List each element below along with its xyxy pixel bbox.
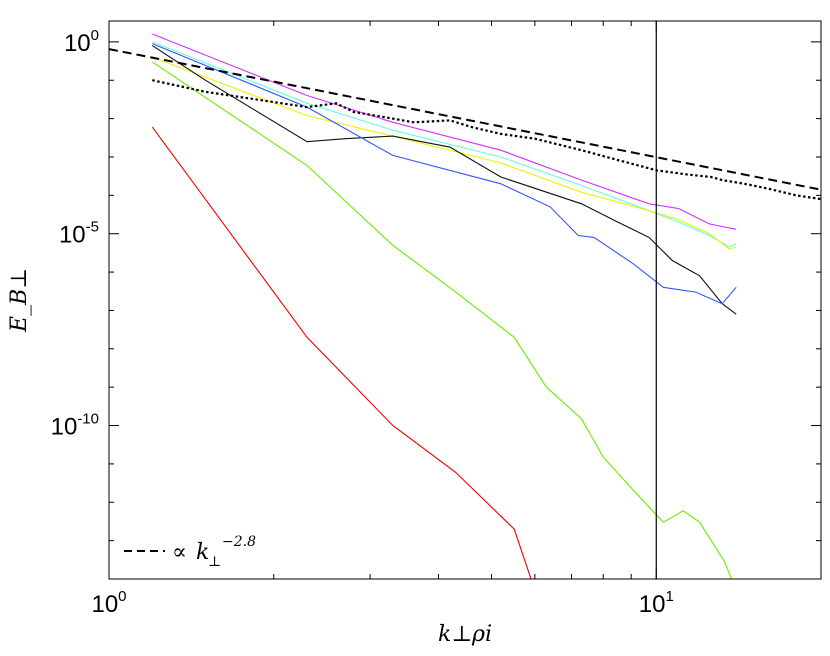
series-line-black bbox=[151, 45, 737, 315]
legend-k-sup: −2.8 bbox=[222, 534, 256, 550]
x-tick-label: 100 bbox=[91, 588, 126, 618]
series-line-yellow bbox=[152, 56, 737, 250]
tick-layer: 100 101 100 10-5 10-10 bbox=[51, 21, 821, 618]
plot-area bbox=[109, 21, 821, 579]
series-line-blue bbox=[152, 43, 737, 305]
series-layer bbox=[109, 33, 821, 579]
legend-k: k bbox=[196, 540, 209, 565]
x-axis-label: k⊥ρi bbox=[438, 622, 492, 647]
series-line-reference-k-2-8 bbox=[109, 48, 821, 191]
y-tick-label: 100 bbox=[64, 27, 99, 57]
y-tick-label: 10-10 bbox=[51, 411, 99, 441]
legend: ∝ k ⊥ −2.8 bbox=[124, 534, 256, 570]
series-line-dotted bbox=[152, 79, 821, 201]
y-tick-label: 10-5 bbox=[59, 219, 99, 249]
legend-symbol: ∝ bbox=[172, 540, 187, 565]
plot-frame bbox=[108, 20, 822, 580]
y-axis-label: E_B⊥ bbox=[7, 268, 32, 333]
series-line-green bbox=[151, 61, 733, 579]
series-line-red bbox=[151, 126, 532, 579]
legend-k-sub: ⊥ bbox=[208, 554, 221, 570]
x-tick-label: 101 bbox=[639, 588, 674, 618]
